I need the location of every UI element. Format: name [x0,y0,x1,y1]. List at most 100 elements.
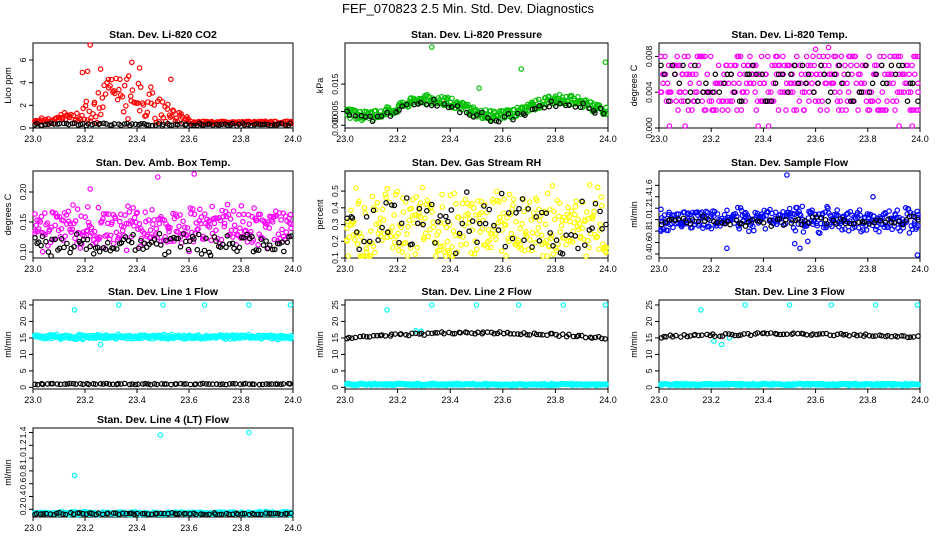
data-point [258,511,264,518]
data-point [103,211,109,217]
page-title: FEF_070823 2.5 Min. Std. Dev. Diagnostic… [342,1,594,16]
data-point [803,80,809,87]
data-point [382,333,389,339]
data-point [674,53,681,60]
y-tick-label: 20 [330,316,340,326]
data-point [861,219,868,225]
data-point [781,222,787,228]
data-point [553,237,560,244]
data-point [768,98,775,105]
data-point [231,222,238,229]
data-point [218,121,225,128]
y-tick-label: 0.000 [330,114,340,136]
data-point [93,113,99,120]
data-point [735,53,742,60]
data-point [367,253,374,259]
data-point [568,92,575,99]
data-point [853,80,860,87]
data-point [175,235,182,242]
data-point [523,233,530,240]
y-tick-label: 0.004 [644,81,654,103]
data-point [208,237,214,244]
data-point [744,71,751,78]
data-point [97,120,103,127]
data-point [363,333,370,340]
data-point [437,213,444,219]
data-point [573,198,580,205]
data-point [115,235,122,241]
data-point [742,223,749,229]
data-point [794,204,800,211]
data-point [428,302,435,308]
data-point [100,120,107,127]
data-point [422,215,428,222]
data-point [238,203,245,209]
x-tick-label: 23.0 [650,134,668,144]
data-point [596,246,602,253]
data-point [103,380,110,387]
data-point [735,332,742,339]
data-point [504,329,511,336]
data-point [702,53,708,60]
y-tick-label: 10 [644,349,654,359]
data-point [121,380,128,387]
data-point [533,197,540,204]
data-point [396,242,403,249]
y-tick-label: 15 [644,333,654,343]
data-point [566,102,572,109]
data-point [815,98,822,105]
data-point [151,102,158,108]
data-point [602,59,609,66]
data-point [696,80,702,87]
data-point [206,224,213,230]
data-point [496,199,502,205]
data-point [384,185,391,192]
data-point [660,226,667,232]
data-point [123,247,130,254]
data-point [818,62,824,69]
data-point [499,227,505,233]
data-point [914,208,921,215]
data-point [269,246,276,253]
data-point [223,244,229,251]
data-point [257,211,264,218]
data-point [780,53,786,60]
data-point [132,381,139,388]
data-point [553,247,560,254]
data-point [346,234,353,241]
data-point [356,246,363,253]
data-point [439,204,446,210]
data-point [666,217,673,223]
data-point [435,228,442,235]
data-point [191,211,198,218]
data-point [869,80,876,87]
data-point [284,239,291,246]
data-point [226,241,233,247]
data-point [818,220,824,227]
data-point [773,221,780,228]
panel-title: Stan. Dev. Line 1 Flow [108,286,219,298]
data-point [669,62,676,69]
data-point [213,238,219,244]
data-point [95,90,102,96]
data-point [676,62,683,69]
data-point [824,53,831,60]
data-point [762,98,769,105]
data-point [810,53,816,60]
data-point [792,217,799,224]
data-point [70,380,77,387]
data-point [531,105,538,112]
data-point [288,334,294,341]
data-point [60,511,66,517]
panel-title: Stan. Dev. Gas Stream RH [412,157,541,169]
data-point [198,511,204,517]
data-point [858,89,865,96]
data-point [224,201,231,208]
data-point [570,333,577,340]
data-point [404,101,410,108]
data-point [680,62,686,69]
data-point [707,53,714,60]
data-point [147,227,154,233]
data-point [886,71,892,78]
data-point [200,511,207,518]
